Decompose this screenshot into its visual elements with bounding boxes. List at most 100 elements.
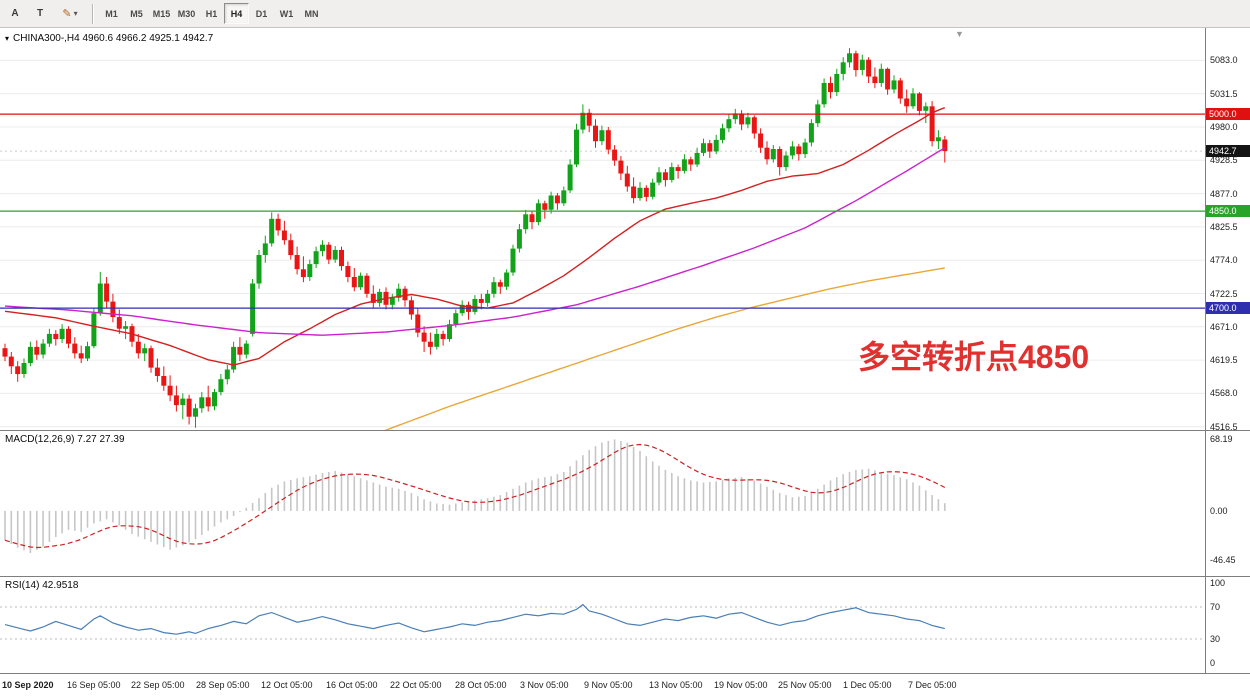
- time-axis-label: 13 Nov 05:00: [649, 680, 703, 690]
- rsi-axis-label: 30: [1210, 634, 1221, 644]
- macd-axis-label: 68.19: [1210, 434, 1233, 444]
- candle-body: [485, 293, 491, 303]
- candle-body: [739, 113, 745, 125]
- timeframe-group: M1 M5 M15 M30 H1 H4 D1 W1 MN: [99, 3, 324, 24]
- candle-body: [599, 130, 605, 142]
- chart-shift-marker-icon[interactable]: ▼: [955, 29, 964, 39]
- time-axis-label: 28 Oct 05:00: [455, 680, 507, 690]
- candle-body: [853, 53, 859, 71]
- candle-body: [523, 214, 529, 230]
- timeframe-button-w1[interactable]: W1: [279, 8, 294, 19]
- panel-separator[interactable]: [0, 576, 1250, 577]
- macd-canvas[interactable]: [0, 431, 1205, 576]
- candle-body: [351, 277, 357, 288]
- candle-body: [262, 243, 268, 255]
- time-axis[interactable]: 10 Sep 2020 16 Sep 05:00 22 Sep 05:00 28 Se…: [0, 674, 1250, 700]
- candle-body: [624, 173, 630, 187]
- candle-body: [237, 346, 243, 355]
- candle-body: [21, 363, 27, 374]
- time-axis-label: 22 Sep 05:00: [131, 680, 185, 690]
- candle-body: [339, 249, 344, 267]
- candle-body: [110, 301, 116, 318]
- price-level-tag: 5000.0: [1206, 108, 1250, 120]
- timeframe-button-m15[interactable]: M15: [152, 8, 171, 19]
- candle-body: [802, 142, 808, 155]
- timeframe-button-m5[interactable]: M5: [130, 8, 143, 19]
- price-axis[interactable]: [1205, 28, 1250, 674]
- price-axis-label: 5031.5: [1210, 89, 1238, 99]
- candle-body: [332, 249, 338, 260]
- time-axis-label: 10 Sep 2020: [2, 680, 54, 690]
- candle-body: [529, 214, 535, 223]
- candle-body: [40, 343, 46, 355]
- candle-body: [472, 299, 478, 312]
- candle-body: [751, 117, 757, 134]
- arrow-tool-button[interactable]: A: [11, 8, 19, 19]
- candle-body: [777, 149, 783, 168]
- macd-signal-line: [4, 443, 946, 549]
- draw-tool-button[interactable]: ✎ ▾: [53, 3, 87, 24]
- price-chart-canvas[interactable]: [0, 28, 1205, 430]
- candle-body: [186, 398, 192, 417]
- candle-body: [605, 130, 611, 150]
- time-axis-label: 16 Sep 05:00: [67, 680, 121, 690]
- candles: [2, 48, 948, 428]
- time-axis-label: 28 Sep 05:00: [196, 680, 250, 690]
- candle-body: [377, 291, 383, 303]
- candle-body: [656, 172, 662, 183]
- candle-body: [275, 218, 281, 231]
- timeframe-button-h1[interactable]: H1: [205, 8, 218, 19]
- timeframe-button-mn[interactable]: MN: [304, 8, 319, 19]
- candle-body: [389, 297, 395, 305]
- candle-body: [935, 137, 941, 142]
- text-tool-button[interactable]: T: [36, 8, 44, 19]
- price-axis-label: 4516.5: [1210, 422, 1238, 432]
- candle-body: [662, 172, 668, 181]
- candle-body: [180, 398, 186, 406]
- candle-body: [231, 346, 237, 370]
- rsi-canvas[interactable]: [0, 577, 1205, 673]
- candle-body: [897, 80, 903, 99]
- chart-title: ▾ CHINA300-,H4 4960.6 4966.2 4925.1 4942…: [5, 33, 213, 44]
- candle-body: [834, 74, 840, 93]
- timeframe-button-m30[interactable]: M30: [177, 8, 196, 19]
- panel-separator[interactable]: [0, 673, 1250, 674]
- candle-body: [650, 182, 656, 197]
- candle-body: [427, 341, 433, 347]
- candle-body: [828, 83, 833, 93]
- macd-axis-label: -46.45: [1210, 555, 1236, 565]
- candle-body: [320, 244, 325, 252]
- candle-body: [434, 333, 440, 347]
- timeframe-button-d1[interactable]: D1: [255, 8, 268, 19]
- candle-body: [97, 283, 103, 314]
- candle-body: [15, 366, 21, 375]
- chart-annotation-text[interactable]: 多空转折点4850: [858, 339, 1090, 375]
- price-level-tag: 4850.0: [1206, 205, 1250, 217]
- candle-body: [370, 293, 376, 303]
- price-axis-label: 4877.0: [1210, 189, 1238, 199]
- candle-body: [281, 230, 287, 241]
- candle-body: [885, 68, 891, 90]
- price-axis-label: 4568.0: [1210, 388, 1238, 398]
- ma-medium-line: [4, 147, 946, 336]
- current-price-tag: 4942.7: [1206, 145, 1250, 157]
- candle-body: [440, 333, 446, 340]
- candle-body: [396, 288, 402, 298]
- macd-axis-label: 0.00: [1210, 506, 1228, 516]
- candle-body: [561, 190, 567, 204]
- candle-body: [618, 160, 624, 174]
- candle-body: [402, 288, 408, 301]
- candle-body: [840, 62, 846, 74]
- timeframe-button-h4[interactable]: H4: [224, 3, 249, 24]
- candle-body: [104, 283, 110, 302]
- candle-body: [243, 343, 249, 355]
- timeframe-button-m1[interactable]: M1: [105, 8, 118, 19]
- candle-body: [681, 159, 687, 171]
- candle-body: [808, 123, 814, 143]
- candle-body: [91, 313, 97, 347]
- candle-body: [345, 266, 351, 277]
- candle-body: [123, 326, 129, 329]
- candle-body: [205, 397, 211, 407]
- panel-separator[interactable]: [0, 430, 1250, 431]
- candle-body: [78, 353, 84, 359]
